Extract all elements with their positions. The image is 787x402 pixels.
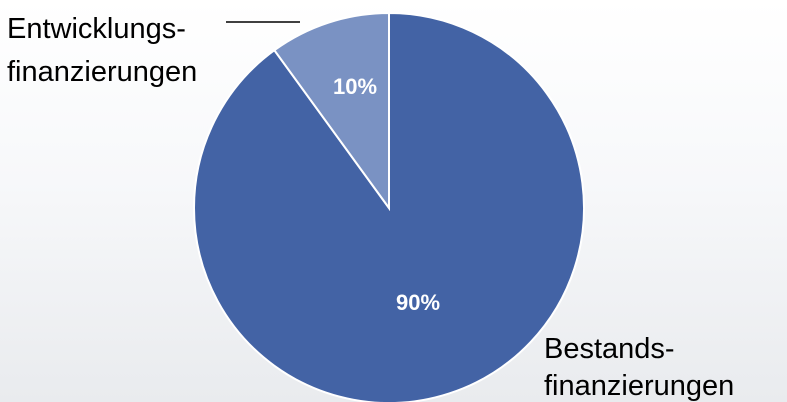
category-label-bestands-line1: Bestands- xyxy=(544,333,675,365)
pie-slice-bestands xyxy=(193,11,585,402)
slices-layer xyxy=(193,11,585,402)
category-label-bestands-line2: finanzierungen xyxy=(544,370,734,402)
category-label-entwicklungs-line1: Entwicklungs- xyxy=(7,13,186,45)
slice-value-label-bestands: 90% xyxy=(396,290,440,315)
slice-value-label-entwicklungs: 10% xyxy=(333,74,377,99)
category-label-entwicklungs-line2: finanzierungen xyxy=(7,56,197,88)
pie-slice-entwicklungs xyxy=(272,11,390,212)
